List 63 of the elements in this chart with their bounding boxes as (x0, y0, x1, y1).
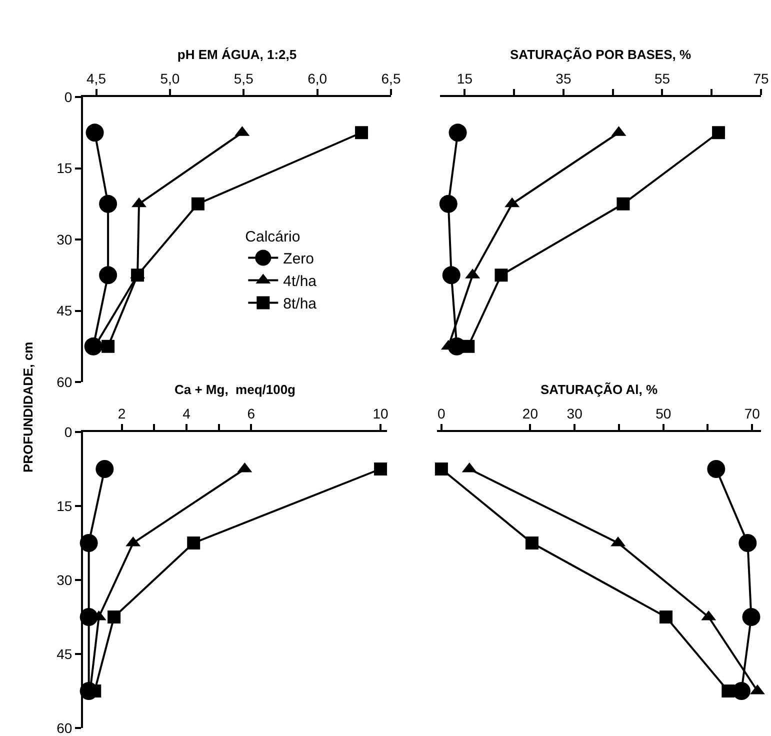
x-tick-label: 35 (556, 70, 572, 86)
point (434, 462, 448, 476)
point (80, 534, 98, 552)
x-axis-title: pH EM ÁGUA, 1:2,5 (177, 46, 297, 62)
point (722, 684, 735, 698)
y-tick-label: 0 (64, 88, 72, 105)
x-tick-label: 70 (744, 405, 760, 422)
point (99, 266, 118, 284)
point (442, 266, 460, 284)
x-tick-label: 15 (456, 70, 473, 86)
point (448, 124, 467, 142)
x-tick-label: 20 (522, 405, 538, 422)
legend-label: 8t/ha (283, 296, 318, 313)
point (187, 536, 200, 550)
x-tick-label: 6,5 (381, 70, 401, 86)
point (355, 126, 368, 140)
point (616, 197, 630, 210)
legend-title: Calcário (245, 228, 300, 246)
legend-label: Zero (283, 250, 314, 268)
x-tick-label: 55 (654, 70, 670, 86)
point (738, 534, 757, 552)
point (191, 197, 204, 210)
point (707, 460, 726, 478)
y-tick-label: 60 (56, 374, 72, 390)
x-tick-label: 75 (753, 70, 769, 86)
x-tick-label: 5,5 (234, 70, 254, 86)
x-axis-title: SATURAÇÃO Al, % (540, 382, 658, 397)
point (660, 610, 673, 624)
x-axis-title: Ca + Mg, meq/100g (174, 382, 296, 397)
point (494, 268, 508, 282)
point (96, 460, 114, 478)
y-tick-label: 60 (56, 720, 72, 736)
y-tick-label: 15 (56, 160, 72, 176)
point (108, 610, 121, 624)
point (439, 194, 458, 213)
legend-label: 4t/ha (283, 273, 318, 290)
y-tick-label: 15 (56, 498, 72, 514)
point (102, 340, 115, 353)
y-tick-label: 45 (56, 302, 72, 319)
x-tick-label: 6 (247, 405, 256, 422)
point (742, 608, 760, 626)
x-axis-title: SATURAÇÃO POR BASES, % (510, 46, 692, 62)
point (131, 268, 144, 282)
x-tick-label: 4,5 (86, 70, 106, 86)
point (99, 194, 118, 213)
y-tick-label: 0 (64, 424, 72, 440)
x-tick-label: 30 (566, 405, 583, 422)
x-tick-label: 5,0 (160, 70, 180, 86)
point (712, 126, 726, 140)
y-tick-label: 30 (56, 231, 72, 248)
point (374, 462, 388, 476)
x-tick-label: 6,0 (308, 70, 328, 86)
y-tick-label: 30 (56, 572, 72, 588)
x-tick-label: 10 (372, 405, 389, 422)
point (525, 536, 538, 550)
point (462, 340, 475, 353)
y-axis-title: PROFUNDIDADE, cm (20, 342, 36, 472)
y-tick-label: 45 (56, 646, 72, 662)
x-tick-label: 0 (438, 405, 446, 422)
x-tick-label: 4 (182, 405, 191, 422)
x-tick-label: 50 (656, 405, 672, 422)
x-tick-label: 2 (118, 405, 126, 422)
point (86, 124, 104, 142)
